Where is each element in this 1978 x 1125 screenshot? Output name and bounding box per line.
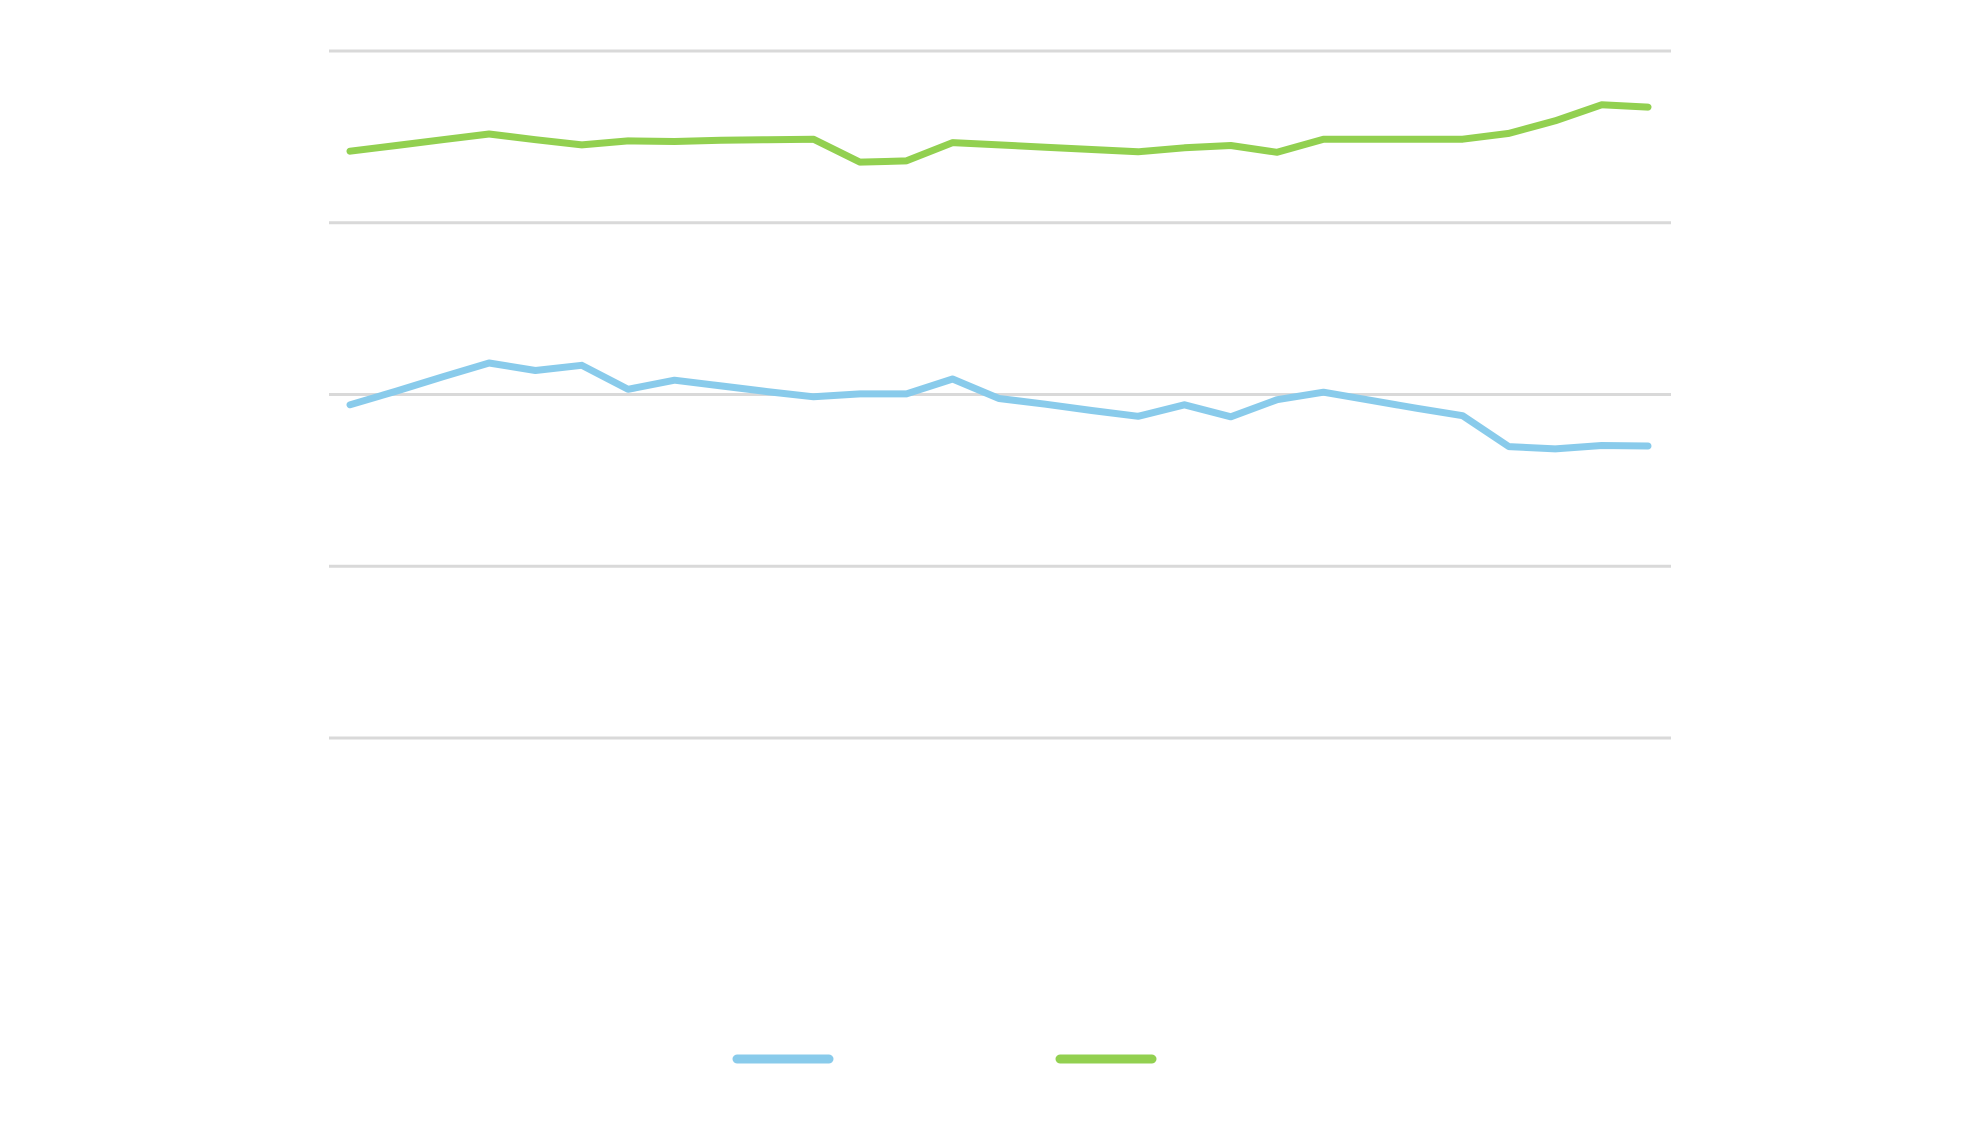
series-line-1 [346,359,1652,453]
series-line-2 [346,101,1652,166]
gridlines [329,49,1671,740]
series-lines [346,101,1652,453]
